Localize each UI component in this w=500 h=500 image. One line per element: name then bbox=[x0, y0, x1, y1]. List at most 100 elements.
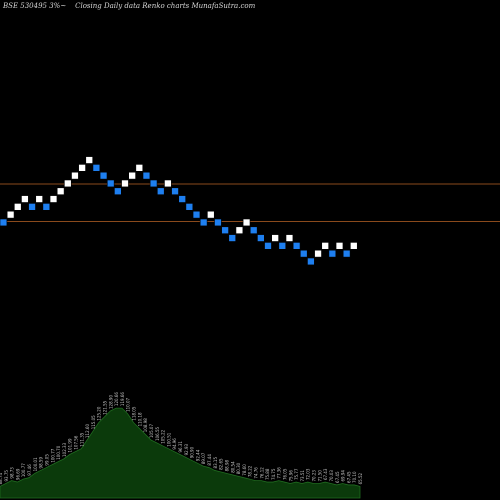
renko-brick-down bbox=[157, 187, 165, 196]
volume-label: 90.90 bbox=[190, 446, 195, 458]
renko-brick-down bbox=[92, 164, 101, 172]
renko-brick-up bbox=[85, 156, 94, 164]
volume-label: 100.70 bbox=[56, 445, 61, 459]
volume-label: 119.66 bbox=[120, 392, 125, 406]
header-description: Closing Daily data Renko charts MunafaSu… bbox=[75, 2, 256, 10]
renko-brick-down bbox=[185, 203, 194, 211]
header-symbol: BSE 530495 3%~ bbox=[3, 2, 67, 10]
renko-brick-down bbox=[228, 234, 237, 242]
renko-brick-up bbox=[335, 242, 344, 250]
volume-label: 67.45 bbox=[335, 471, 340, 483]
renko-brick-up bbox=[285, 234, 294, 242]
volume-label: 128.90 bbox=[108, 395, 113, 409]
volume-label: 72.03 bbox=[306, 468, 311, 480]
renko-brick-down bbox=[199, 218, 208, 227]
volume-label: 97.46 bbox=[27, 464, 32, 476]
renko-brick-up bbox=[321, 242, 329, 250]
volume-label: 82.65 bbox=[219, 458, 224, 470]
volume-label: 76.05 bbox=[283, 468, 288, 480]
renko-brick-down bbox=[178, 195, 186, 203]
renko-brick-up bbox=[78, 164, 86, 172]
renko-brick-up bbox=[35, 195, 43, 203]
volume-label: 80.54 bbox=[230, 461, 235, 473]
volume-area-shape bbox=[0, 407, 361, 499]
volume-labels: 88.74 93.75 98.73 96.69 100.77 97.46 100.01 98.… bbox=[0, 392, 363, 485]
renko-brick-down bbox=[0, 218, 8, 227]
volume-label: 108.98 bbox=[143, 418, 148, 432]
volume-label: 69.94 bbox=[341, 470, 346, 482]
volume-label: 75.77 bbox=[294, 468, 299, 480]
renko-brick-down bbox=[106, 179, 115, 188]
volume-label: 88.98 bbox=[224, 459, 229, 471]
volume-label: 101.99 bbox=[68, 438, 73, 452]
renko-brick-up bbox=[21, 195, 29, 203]
volume-label: 70.03 bbox=[329, 470, 334, 482]
renko-brick-up bbox=[164, 179, 172, 188]
volume-label: 75.96 bbox=[288, 470, 293, 482]
volume-label: 76.12 bbox=[259, 467, 264, 479]
volume-label: 93.75 bbox=[4, 470, 9, 482]
volume-label: 100.51 bbox=[166, 432, 171, 446]
volume-label: 74.76 bbox=[253, 467, 258, 479]
volume-label: 110.07 bbox=[126, 397, 131, 411]
renko-brick-down bbox=[328, 249, 337, 258]
renko-brick-down bbox=[142, 171, 151, 180]
volume-label: 100.77 bbox=[21, 463, 26, 477]
volume-label: 67.43 bbox=[323, 468, 328, 480]
volume-label: 87.44 bbox=[207, 454, 212, 466]
renko-brick-up bbox=[121, 179, 129, 188]
volume-label: 98.59 bbox=[39, 457, 44, 469]
renko-brick-up bbox=[350, 242, 358, 250]
volume-label: 110.18 bbox=[137, 412, 142, 426]
volume-label: 71.50 bbox=[317, 470, 322, 482]
renko-brick-up bbox=[242, 218, 251, 227]
renko-brick-down bbox=[292, 242, 301, 250]
volume-label: 75.88 bbox=[265, 468, 270, 480]
volume-label: 89.07 bbox=[201, 452, 206, 464]
renko-brick-down bbox=[221, 226, 229, 235]
volume-label: 112.60 bbox=[85, 424, 90, 438]
renko-brick-up bbox=[235, 226, 244, 235]
volume-label: 70.10 bbox=[352, 471, 357, 483]
volume-label: 92.93 bbox=[184, 443, 189, 455]
volume-label: 73.51 bbox=[300, 470, 305, 482]
renko-brick-up bbox=[6, 210, 15, 219]
volume-label: 120.66 bbox=[114, 392, 119, 406]
volume-label: 88.74 bbox=[0, 472, 3, 484]
renko-brick-down bbox=[299, 249, 308, 258]
renko-brick-down bbox=[278, 242, 287, 250]
volume-label: 80.30 bbox=[236, 462, 241, 474]
renko-brick-down bbox=[192, 210, 201, 219]
volume-label: 98.73 bbox=[10, 467, 15, 479]
renko-bricks bbox=[0, 156, 358, 266]
renko-brick-down bbox=[114, 187, 122, 196]
volume-label: 111.35 bbox=[79, 432, 84, 446]
chart-header: BSE 530495 3%~ Closing Daily data Renko … bbox=[3, 2, 255, 10]
volume-label: 92.44 bbox=[195, 449, 200, 461]
renko-brick-down bbox=[42, 203, 51, 211]
renko-brick-down bbox=[249, 226, 258, 235]
renko-brick-up bbox=[64, 179, 72, 188]
renko-brick-down bbox=[99, 171, 108, 180]
volume-label: 125.20 bbox=[97, 406, 102, 420]
volume-label: 96.31 bbox=[178, 441, 183, 453]
volume-label: 78.22 bbox=[248, 465, 253, 477]
renko-brick-up bbox=[271, 234, 279, 242]
volume-label: 107.56 bbox=[73, 435, 78, 449]
renko-brick-down bbox=[307, 257, 315, 266]
volume-label: 78.60 bbox=[242, 464, 247, 476]
renko-brick-down bbox=[149, 179, 158, 188]
volume-label: 118.05 bbox=[132, 406, 137, 420]
reference-lines bbox=[0, 183, 500, 222]
renko-brick-up bbox=[314, 249, 322, 258]
volume-label: 106.55 bbox=[155, 426, 160, 440]
renko-brick-up bbox=[49, 195, 58, 203]
renko-brick-down bbox=[257, 234, 265, 242]
renko-brick-up bbox=[207, 210, 215, 219]
renko-brick-up bbox=[56, 187, 65, 196]
volume-label: 67.45 bbox=[346, 471, 351, 483]
volume-label: 105.07 bbox=[149, 424, 154, 438]
renko-brick-down bbox=[342, 249, 351, 258]
volume-label: 77.36 bbox=[277, 467, 282, 479]
